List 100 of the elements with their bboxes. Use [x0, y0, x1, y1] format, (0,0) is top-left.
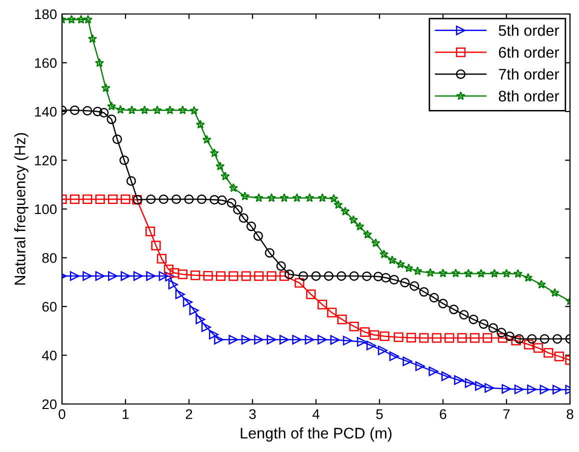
point — [536, 280, 546, 289]
point — [254, 334, 264, 344]
point — [116, 105, 126, 114]
point — [415, 361, 425, 372]
point — [318, 300, 328, 310]
point — [514, 334, 524, 344]
point — [202, 134, 212, 144]
point — [216, 271, 226, 281]
y-tick-label: 60 — [42, 302, 57, 312]
legend-label: 8th order — [498, 90, 560, 102]
point — [360, 327, 370, 337]
point — [366, 340, 376, 350]
point — [544, 348, 554, 358]
point — [324, 271, 334, 281]
point — [476, 268, 486, 278]
point — [88, 34, 98, 43]
point — [292, 193, 302, 202]
point — [330, 335, 340, 345]
point — [220, 172, 230, 180]
point — [119, 155, 130, 166]
point — [444, 333, 454, 343]
point — [168, 280, 178, 290]
point — [165, 105, 175, 114]
point — [156, 254, 166, 264]
point — [468, 314, 478, 324]
x-tick-label: 7 — [503, 409, 510, 419]
point — [524, 272, 533, 282]
point — [184, 194, 194, 204]
point — [66, 14, 76, 24]
point — [457, 333, 467, 343]
point — [498, 333, 508, 343]
point — [240, 192, 250, 200]
point — [233, 204, 243, 215]
point — [120, 194, 130, 204]
point — [381, 272, 391, 283]
point — [298, 271, 308, 281]
point — [348, 215, 358, 224]
point — [373, 272, 384, 282]
point — [490, 268, 500, 278]
point — [266, 271, 276, 281]
point — [196, 314, 206, 324]
point — [226, 198, 236, 208]
point — [266, 334, 276, 344]
point — [496, 328, 506, 338]
point — [527, 334, 537, 344]
x-tick-label: 3 — [249, 409, 256, 420]
point — [70, 271, 80, 281]
point — [513, 269, 523, 278]
point — [158, 194, 168, 204]
point — [152, 105, 162, 114]
x-tick-label: 8 — [566, 409, 574, 420]
point — [502, 384, 512, 394]
point — [228, 183, 238, 192]
point — [524, 340, 534, 350]
point — [379, 250, 389, 258]
point — [158, 271, 168, 281]
y-tick-label: 100 — [35, 204, 57, 214]
point — [210, 194, 220, 205]
point — [402, 356, 412, 366]
point — [253, 231, 264, 241]
point — [284, 270, 294, 280]
point — [266, 193, 276, 202]
point — [182, 297, 193, 307]
point — [478, 319, 488, 329]
point — [82, 271, 92, 281]
point — [201, 322, 211, 332]
point — [428, 366, 438, 376]
point — [83, 14, 93, 24]
point — [127, 105, 136, 114]
legend-label: 5th order — [498, 24, 560, 36]
point — [145, 226, 156, 236]
point — [514, 384, 524, 394]
x-tick-label: 2 — [186, 409, 192, 419]
point — [533, 343, 544, 353]
point — [196, 194, 206, 204]
x-tick-label: 4 — [312, 409, 320, 419]
point — [327, 308, 337, 318]
point — [400, 278, 410, 288]
point — [502, 268, 512, 278]
point — [342, 336, 353, 346]
point — [550, 288, 560, 297]
point — [280, 193, 289, 202]
point — [120, 271, 130, 281]
point — [189, 306, 199, 316]
point — [70, 194, 80, 204]
point — [189, 106, 199, 115]
point — [404, 263, 414, 272]
point — [241, 271, 251, 281]
point — [146, 194, 156, 204]
point — [464, 378, 474, 388]
point — [554, 352, 564, 362]
point — [340, 206, 350, 216]
point — [165, 272, 175, 282]
point — [410, 281, 420, 291]
point — [438, 298, 448, 308]
y-tick-label: 180 — [35, 9, 57, 20]
point — [112, 134, 122, 144]
point — [438, 268, 448, 278]
point — [451, 268, 460, 278]
point — [419, 287, 429, 297]
